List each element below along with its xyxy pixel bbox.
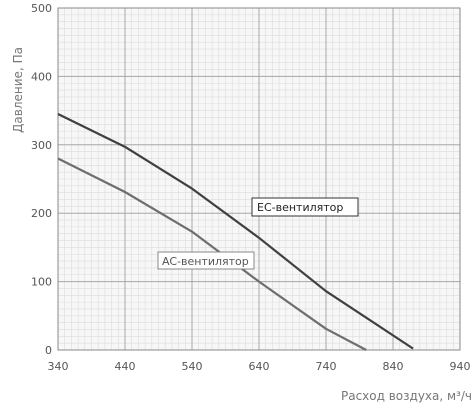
- y-tick-label: 0: [45, 344, 52, 357]
- ec-label-box: [251, 197, 359, 217]
- x-tick-label: 640: [249, 360, 270, 373]
- ac-label-text: AC-вентилятор: [162, 255, 249, 268]
- ac-series-label: AC-вентилятор: [157, 251, 255, 270]
- y-tick-label: 100: [31, 276, 52, 289]
- x-tick-label: 540: [182, 360, 203, 373]
- ac-label-box: [157, 251, 255, 270]
- y-tick-label: 400: [31, 70, 52, 83]
- series-line-ec: [57, 113, 414, 350]
- y-axis-title: Давление, Па: [11, 47, 25, 133]
- x-tick-label: 840: [383, 360, 404, 373]
- x-tick-label: 440: [115, 360, 136, 373]
- x-tick-label: 340: [48, 360, 69, 373]
- x-axis-title: Расход воздуха, м³/ч: [341, 389, 472, 403]
- x-tick-label: 740: [316, 360, 337, 373]
- plot-border: [57, 7, 461, 351]
- ec-series-label: EC-вентилятор: [251, 197, 359, 217]
- y-tick-label: 300: [31, 139, 52, 152]
- x-tick-label: 940: [450, 360, 471, 373]
- ec-label-text: EC-вентилятор: [257, 201, 343, 214]
- y-tick-label: 500: [31, 2, 52, 15]
- y-tick-label: 200: [31, 207, 52, 220]
- tick-labels: 340 440 540 640 740 840 940 0 100 200 300 400 500: [31, 2, 471, 373]
